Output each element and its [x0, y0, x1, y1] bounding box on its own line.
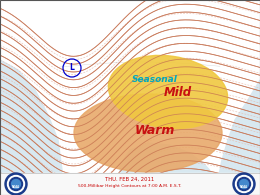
Circle shape [8, 176, 24, 192]
Text: NOAA: NOAA [12, 185, 20, 190]
Text: NOAA: NOAA [240, 185, 248, 190]
Circle shape [233, 173, 255, 195]
Circle shape [11, 180, 21, 189]
Text: Warm: Warm [135, 123, 175, 136]
Circle shape [5, 173, 27, 195]
Ellipse shape [74, 94, 222, 172]
Text: Mild: Mild [164, 85, 192, 98]
Polygon shape [120, 143, 218, 195]
Text: Seasonal: Seasonal [132, 75, 178, 84]
Circle shape [239, 180, 249, 189]
Circle shape [237, 177, 250, 191]
Circle shape [10, 177, 23, 191]
Text: L: L [70, 64, 74, 73]
Polygon shape [215, 165, 260, 195]
Polygon shape [215, 80, 260, 195]
Bar [0, 173, 260, 195]
Circle shape [236, 176, 252, 192]
Ellipse shape [108, 55, 228, 129]
Text: 500-Millibar Height Contours at 7:00 A.M. E.S.T.: 500-Millibar Height Contours at 7:00 A.M… [78, 184, 182, 188]
Text: THU. FEB 24, 2011: THU. FEB 24, 2011 [105, 176, 155, 182]
Bar [0, 173, 260, 195]
Polygon shape [0, 60, 62, 195]
